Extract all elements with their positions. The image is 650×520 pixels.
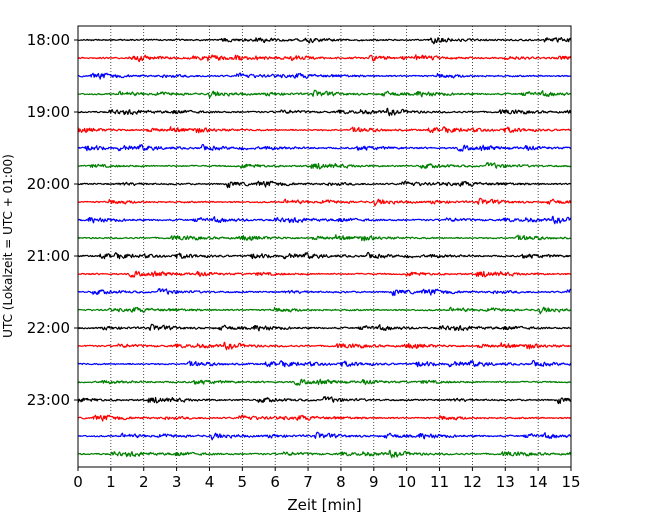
- x-tick-label: 3: [172, 473, 182, 491]
- x-axis-label: Zeit [min]: [287, 496, 361, 514]
- y-tick-label: 22:00: [27, 319, 70, 337]
- trace-line: [77, 126, 572, 134]
- trace-line: [77, 395, 572, 405]
- trace-line: [77, 215, 572, 225]
- trace-line: [77, 54, 572, 63]
- trace-line: [77, 107, 572, 117]
- x-tick-label: 2: [139, 473, 149, 491]
- trace-line: [77, 414, 572, 422]
- x-tick-label: 9: [369, 473, 379, 491]
- x-tick-label: 10: [397, 473, 416, 491]
- trace-line: [77, 234, 572, 242]
- trace-line: [77, 161, 572, 170]
- x-tick-label: 4: [205, 473, 215, 491]
- x-tick-label: 0: [73, 473, 83, 491]
- trace-line: [77, 143, 572, 152]
- x-tick-label: 6: [270, 473, 280, 491]
- trace-line: [77, 36, 572, 45]
- trace-line: [77, 378, 572, 386]
- trace-line: [77, 359, 572, 368]
- trace-line: [77, 449, 572, 459]
- x-tick-label: 14: [529, 473, 548, 491]
- x-tick-label: 7: [303, 473, 313, 491]
- x-tick-label: 5: [238, 473, 248, 491]
- x-tick-label: 15: [561, 473, 580, 491]
- trace-line: [77, 306, 572, 315]
- y-tick-label: 21:00: [27, 247, 70, 265]
- trace-line: [77, 287, 572, 297]
- y-tick-label: 23:00: [27, 391, 70, 409]
- y-tick-label: 19:00: [27, 103, 70, 121]
- x-tick-label: 8: [336, 473, 346, 491]
- x-axis-ticks: 0 1 2 3 4 5 6 7 8 9 10 11 12 13 14 15: [73, 467, 581, 491]
- trace-line: [77, 341, 572, 351]
- trace-line: [77, 270, 572, 278]
- seismic-traces: [77, 36, 572, 459]
- trace-line: [77, 323, 572, 332]
- plot-frame: [77, 25, 572, 468]
- y-axis-label: UTC (Lokalzeit = UTC + 01:00): [1, 154, 15, 338]
- x-tick-label: 12: [463, 473, 482, 491]
- trace-line: [77, 89, 572, 99]
- trace-line: [77, 180, 572, 189]
- y-tick-label: 20:00: [27, 175, 70, 193]
- y-axis-ticks: 18:00 19:00 20:00 21:00 22:00 23:00: [27, 31, 78, 409]
- x-tick-label: 11: [430, 473, 449, 491]
- y-tick-label: 18:00: [27, 31, 70, 49]
- trace-line: [77, 431, 572, 441]
- trace-line: [77, 251, 572, 260]
- x-tick-label: 1: [106, 473, 116, 491]
- trace-line: [77, 72, 572, 80]
- trace-line: [77, 197, 572, 207]
- x-tick-label: 13: [496, 473, 515, 491]
